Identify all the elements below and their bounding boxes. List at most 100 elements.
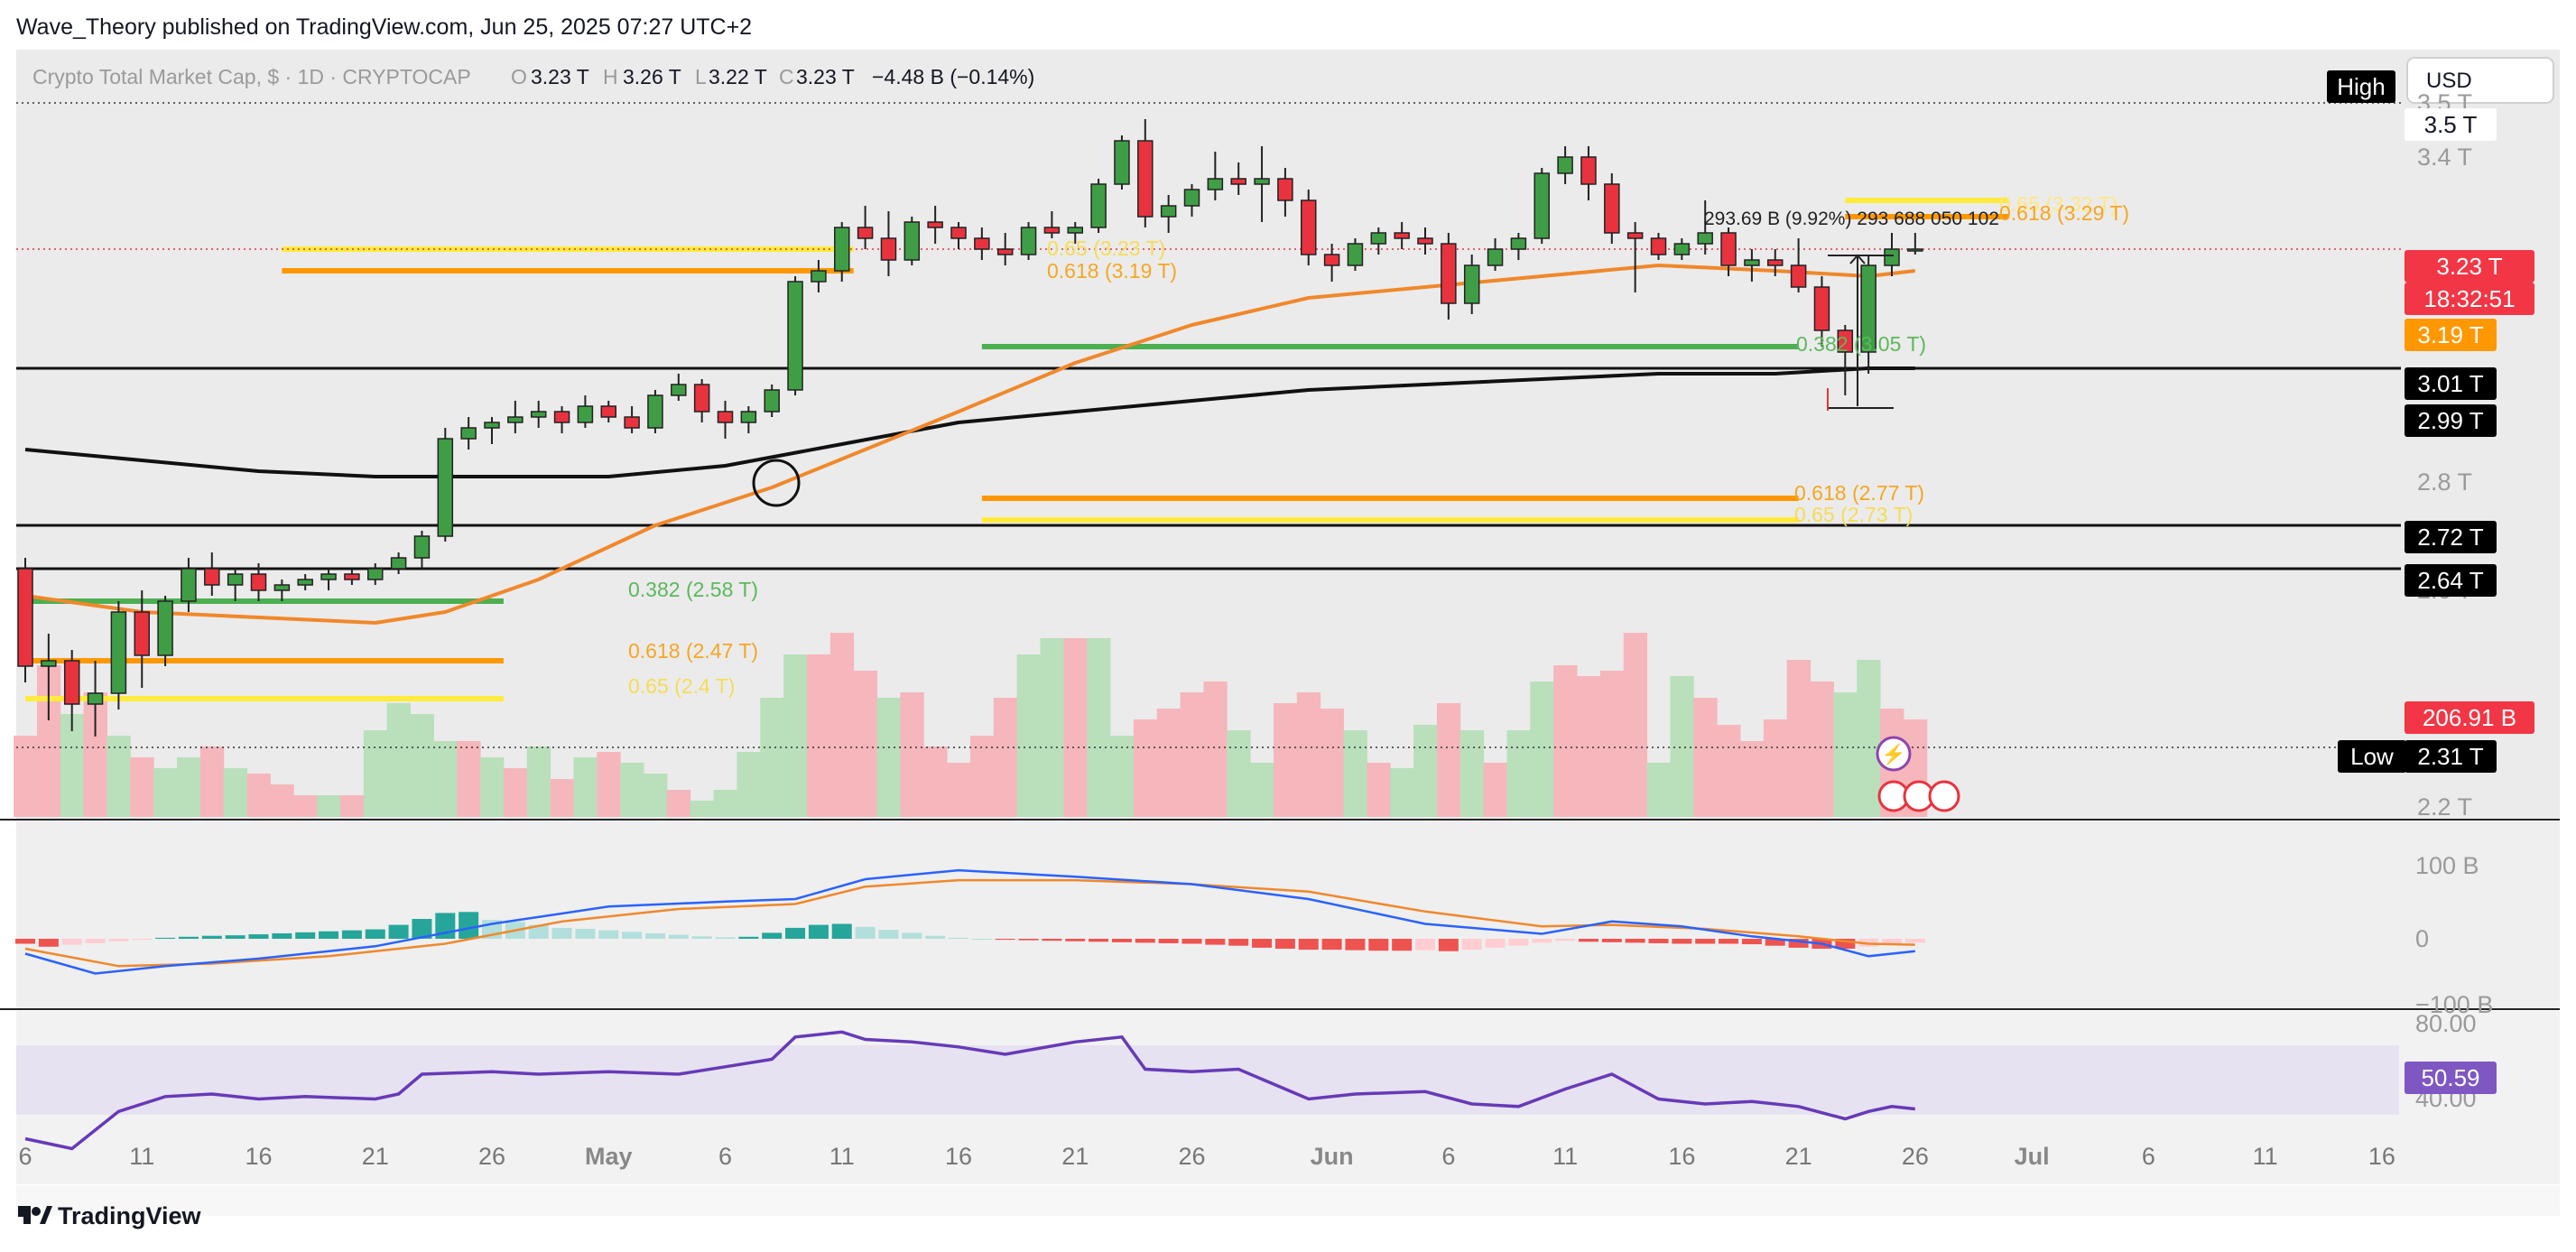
price-tag[interactable]: 2.72 T [2405, 521, 2497, 553]
candle-body[interactable] [1510, 237, 1527, 250]
price-tag[interactable]: 2.64 T [2405, 564, 2497, 597]
candle-body[interactable] [87, 692, 104, 705]
candle-body[interactable] [484, 422, 500, 429]
candle-body[interactable] [1604, 183, 1620, 234]
symbol-legend[interactable]: Crypto Total Market Cap, $ · 1D · CRYPTO… [32, 65, 1034, 88]
candle-body[interactable] [204, 568, 220, 586]
candle-body[interactable] [110, 611, 127, 694]
candle-body[interactable] [857, 227, 874, 239]
candle-body[interactable] [1160, 205, 1177, 218]
candle-body[interactable] [1744, 259, 1760, 266]
candle-body[interactable] [671, 384, 687, 396]
candle-body[interactable] [250, 573, 267, 591]
candle-body[interactable] [600, 405, 616, 418]
candle-body[interactable] [1557, 156, 1573, 174]
candle-body[interactable] [880, 237, 897, 261]
candle-body[interactable] [297, 579, 313, 586]
candle-body[interactable] [1043, 227, 1061, 234]
candle-body[interactable] [437, 438, 454, 537]
macd-line[interactable] [24, 868, 1915, 975]
candle-body[interactable] [1837, 329, 1854, 353]
price-tag[interactable]: 18:32:51 [2405, 283, 2534, 315]
candle-body[interactable] [1580, 156, 1597, 185]
candle-body[interactable] [1463, 264, 1480, 304]
price-tag[interactable]: 3.5 T [2405, 108, 2497, 141]
candle-body[interactable] [390, 557, 407, 570]
candle-body[interactable] [1767, 259, 1784, 266]
candle-body[interactable] [1673, 243, 1691, 255]
events-icons[interactable]: ⚡ [1876, 736, 1960, 812]
candle-body[interactable] [974, 237, 990, 250]
candle-body[interactable] [1626, 232, 1644, 239]
candle-body[interactable] [1697, 232, 1713, 245]
candle-body[interactable] [530, 411, 547, 418]
candle-body[interactable] [413, 535, 431, 559]
price-tag[interactable]: 50.59 [2405, 1062, 2497, 1094]
price-tag[interactable]: 2.31 T [2405, 740, 2497, 773]
price-tag[interactable]: 3.19 T [2405, 319, 2497, 351]
candle-body[interactable] [1183, 189, 1200, 207]
candle-body[interactable] [1230, 178, 1246, 185]
candle-body[interactable] [811, 270, 827, 283]
candle-body[interactable] [693, 384, 710, 413]
candle-body[interactable] [1114, 140, 1130, 185]
currency-selector[interactable] [2406, 57, 2554, 104]
candle-body[interactable] [1534, 172, 1550, 239]
symbol-name[interactable]: Crypto Total Market Cap, $ · 1D · CRYPTO… [32, 65, 471, 88]
candle-body[interactable] [647, 394, 663, 429]
candle-body[interactable] [1884, 248, 1900, 266]
candle-body[interactable] [1067, 227, 1083, 234]
candle-body[interactable] [273, 584, 291, 591]
candle-body[interactable] [1417, 237, 1433, 245]
candle-body[interactable] [1254, 178, 1270, 185]
candle-body[interactable] [1394, 232, 1410, 239]
candle-body[interactable] [63, 660, 80, 705]
price-tag[interactable]: 2.99 T [2405, 404, 2497, 437]
price-tag[interactable]: 3.23 T [2405, 250, 2534, 283]
candle-body[interactable] [553, 411, 570, 423]
candle-body[interactable] [1020, 227, 1037, 255]
candle-body[interactable] [1487, 248, 1504, 266]
lightning-icon[interactable] [1876, 736, 1912, 772]
candle-body[interactable] [1090, 183, 1107, 228]
candle-body[interactable] [1137, 140, 1154, 218]
candle-body[interactable] [1907, 248, 1923, 252]
candle-body[interactable] [1860, 264, 1876, 353]
rsi-line[interactable] [24, 1030, 1915, 1151]
ema-50-line[interactable] [24, 264, 1916, 625]
us-flag-icon[interactable] [1928, 780, 1960, 812]
candle-body[interactable] [1301, 199, 1317, 255]
tradingview-logo[interactable]: TradingView [18, 1202, 202, 1229]
measure-tool[interactable] [1827, 254, 1894, 411]
candle-body[interactable] [1790, 264, 1807, 288]
currency-label[interactable]: USD [2426, 69, 2472, 93]
candle-body[interactable] [507, 416, 524, 423]
price-pane[interactable] [16, 50, 2560, 819]
candle-body[interactable] [157, 600, 173, 656]
candle-body[interactable] [17, 568, 33, 667]
candle-body[interactable] [577, 405, 594, 423]
brand-text[interactable]: TradingView [58, 1202, 202, 1229]
candle-body[interactable] [834, 227, 850, 272]
ema-200-line[interactable] [24, 366, 1915, 478]
candle-body[interactable] [1347, 243, 1364, 266]
candle-body[interactable] [927, 221, 943, 228]
candle-body[interactable] [717, 411, 734, 423]
candle-body[interactable] [181, 568, 197, 602]
candle-body[interactable] [460, 427, 477, 440]
candle-body[interactable] [624, 416, 640, 429]
candle-body[interactable] [41, 660, 57, 667]
candle-body[interactable] [227, 573, 244, 586]
candle-body[interactable] [787, 281, 803, 391]
candle-body[interactable] [1813, 286, 1830, 331]
price-tag[interactable]: 3.01 T [2405, 367, 2497, 400]
candle-body[interactable] [1650, 237, 1667, 255]
price-tag[interactable]: Low [2338, 740, 2406, 773]
price-tag[interactable]: High [2327, 70, 2395, 103]
candle-body[interactable] [1441, 243, 1457, 304]
candle-body[interactable] [903, 221, 921, 261]
candle-body[interactable] [950, 227, 967, 239]
candle-body[interactable] [764, 389, 780, 413]
candle-body[interactable] [740, 411, 757, 423]
